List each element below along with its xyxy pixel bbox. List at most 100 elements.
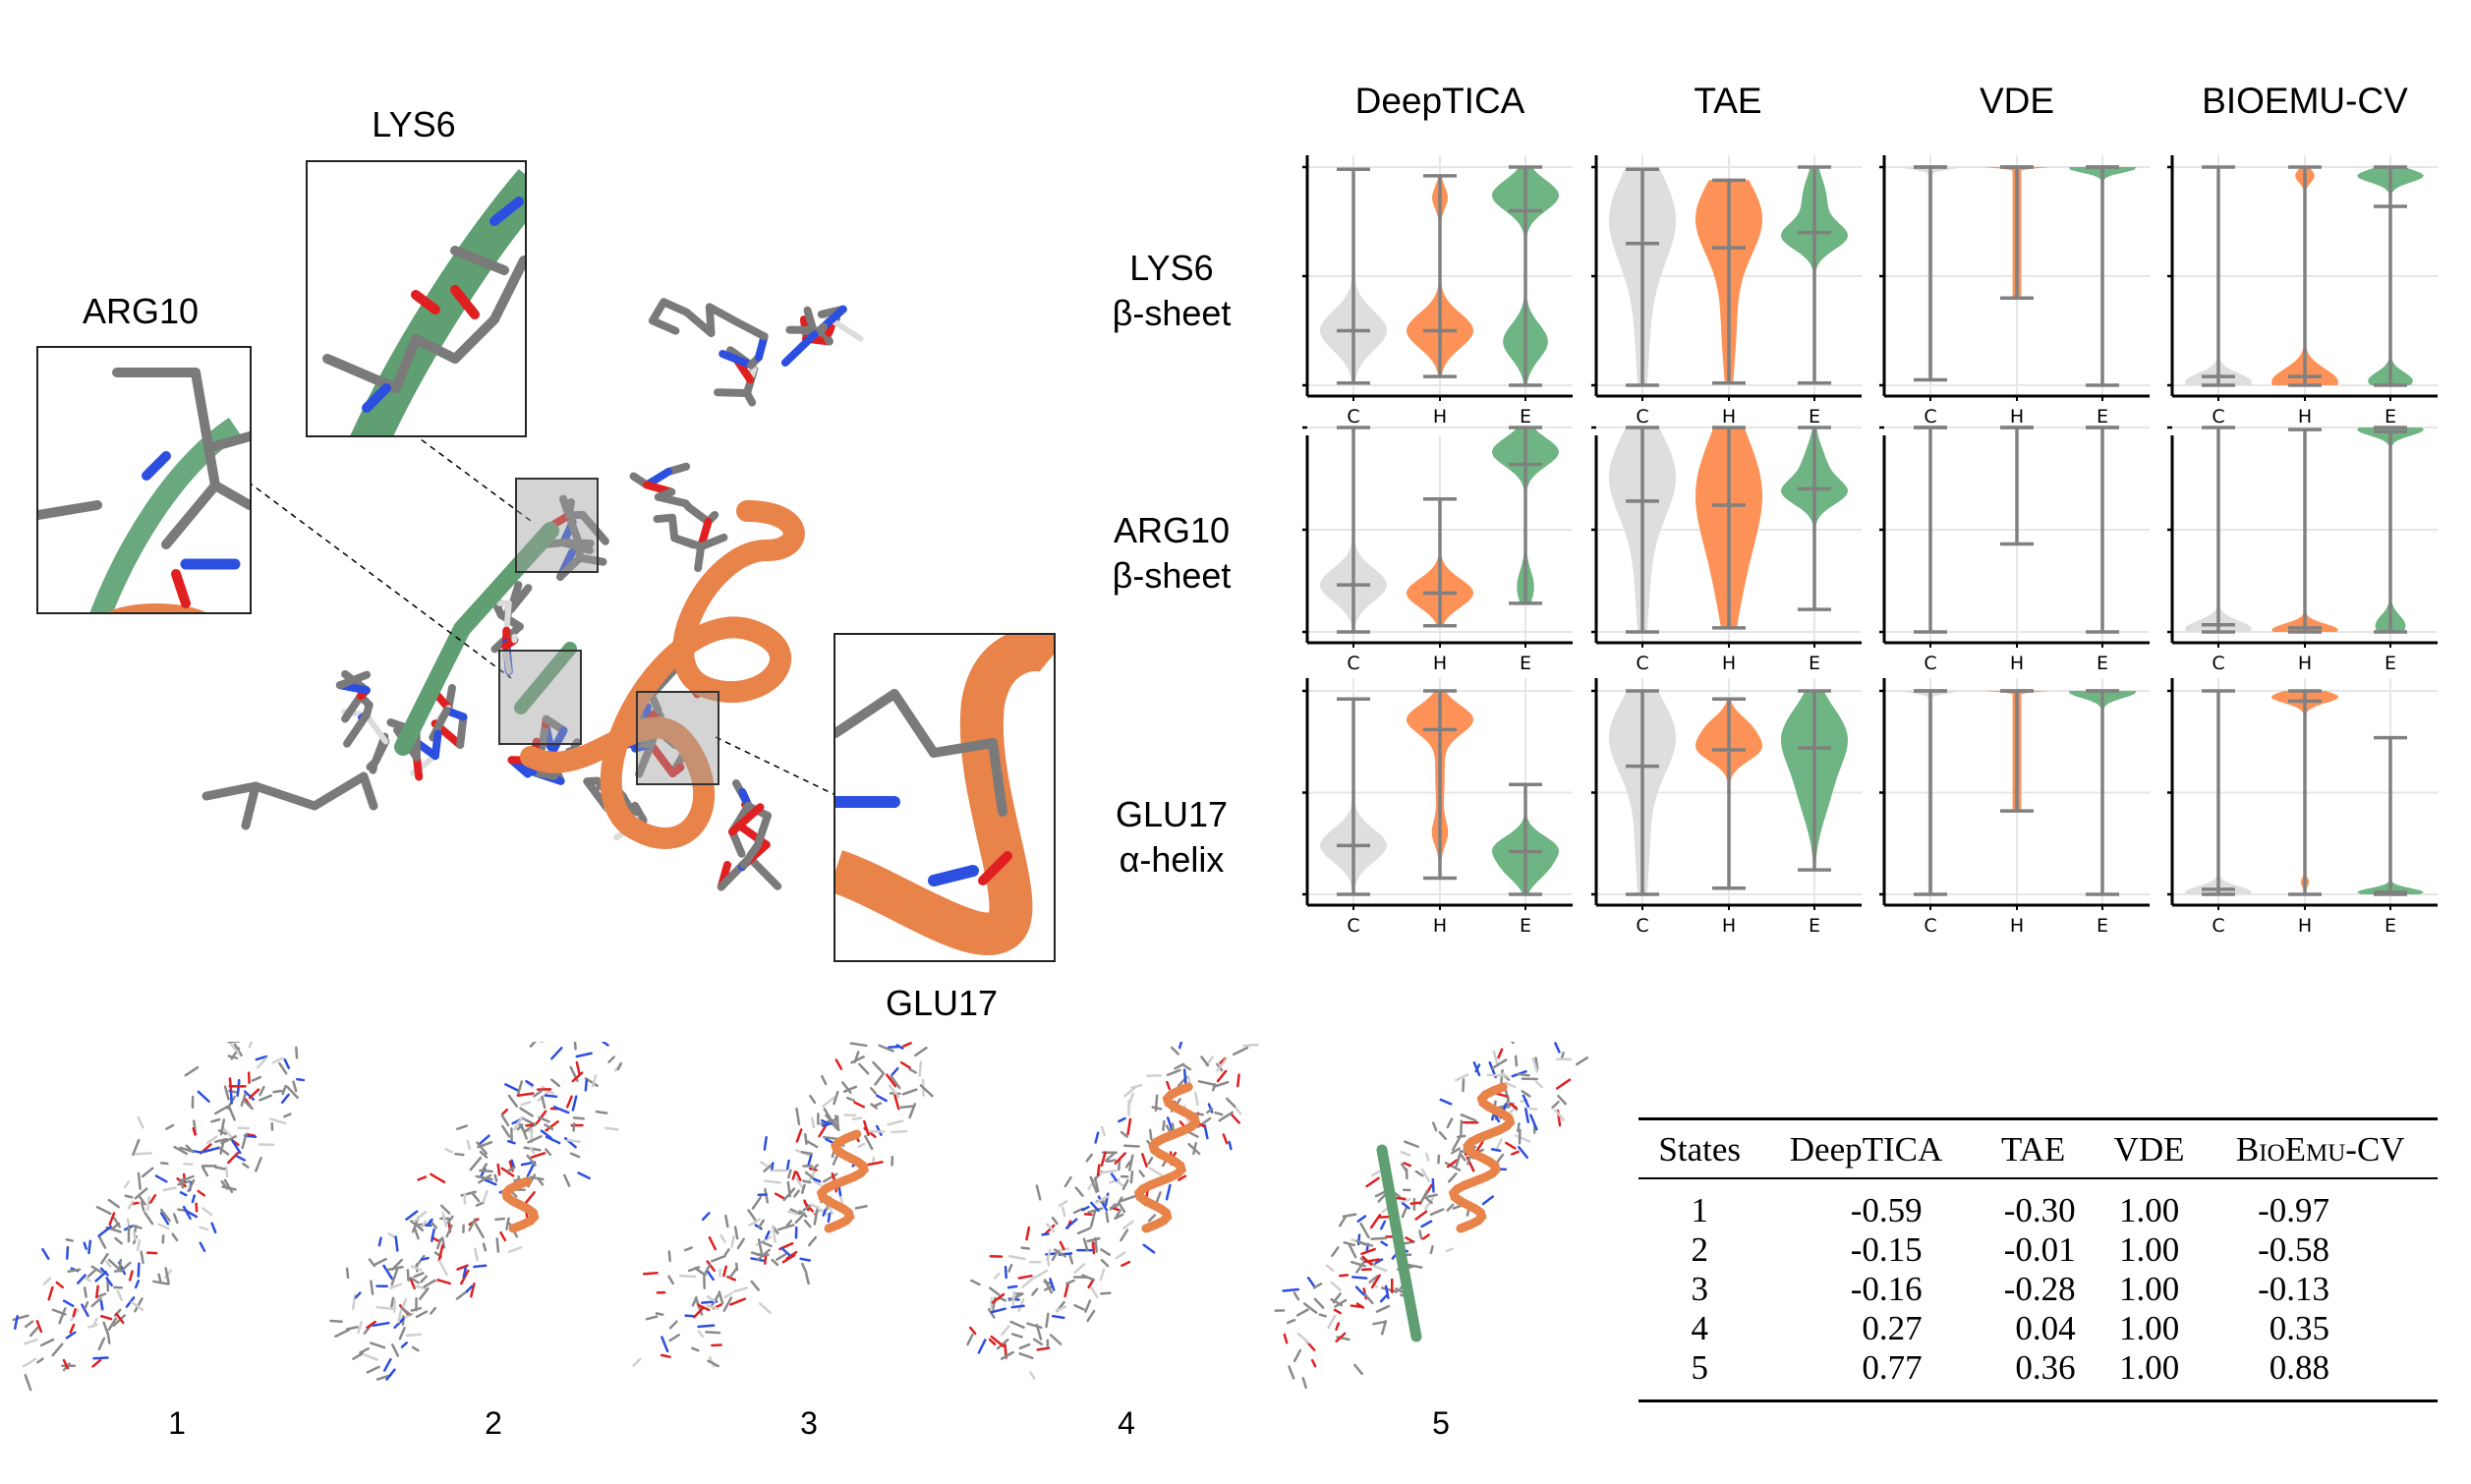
bond [850,1056,865,1064]
bond [283,1058,291,1069]
table-cell: 1.00 [2118,1191,2180,1229]
bond [445,1224,453,1238]
bond [1418,1229,1423,1240]
bond [1049,1334,1063,1345]
bond [90,1297,101,1308]
bond [1100,1291,1112,1295]
bond [100,1252,109,1265]
bond [887,1119,904,1126]
bond [1524,1108,1530,1123]
bond [1011,1290,1015,1306]
bond [667,1250,671,1263]
x-tick-label: E [1809,406,1820,428]
bond [538,1115,550,1123]
bond [1193,1091,1199,1107]
bond [97,1234,107,1249]
x-tick-label: H [2010,406,2024,428]
bond [1117,1158,1121,1171]
bond [584,1078,589,1092]
bond [220,1180,229,1190]
bond [1401,1205,1408,1219]
bond [201,781,260,801]
bond [723,1248,730,1256]
bond [1404,1140,1419,1148]
bond [668,1320,678,1330]
bond [825,1113,837,1128]
bond [731,316,769,341]
bond [908,1067,918,1074]
bond [1333,1308,1342,1315]
bond [1455,1073,1469,1082]
bond [988,1338,997,1346]
bond [1106,1159,1117,1164]
bond [259,1085,265,1097]
bond [757,1219,766,1228]
bond [1010,1304,1025,1309]
bond [1447,1172,1458,1183]
bond [1228,1140,1233,1151]
bond [1514,1055,1519,1067]
bond [1518,1145,1529,1160]
bond [152,1280,170,1285]
bond [248,1088,260,1100]
bond [411,1345,420,1352]
bond [1142,1243,1156,1254]
bond [1497,1048,1504,1059]
bond [1439,1098,1453,1106]
bond [1162,1119,1166,1131]
bond [780,330,819,367]
table-cell: 2 [1691,1230,1708,1269]
bond [1219,1056,1227,1064]
bond [1061,1206,1066,1218]
bond [1170,1046,1180,1056]
highlight-box-arg10 [498,650,582,745]
bond [1141,1153,1148,1168]
bond [527,1135,543,1144]
bond [691,1295,698,1307]
bond [1288,1365,1295,1380]
bond [382,1264,393,1281]
bond [728,1268,738,1279]
bond [137,1262,141,1278]
bond [1059,1240,1065,1251]
bond [772,1225,776,1243]
bond [601,1042,609,1047]
bond [1026,1322,1043,1330]
bond [1206,1108,1214,1114]
bond [1431,1177,1435,1193]
bond [1148,1128,1153,1141]
x-tick-label: C [2212,653,2224,674]
inset-arg10 [36,346,252,614]
bond [213,1166,226,1170]
bond [914,1046,928,1057]
bond [998,1296,1006,1302]
bond [473,1264,488,1269]
bond [550,1047,563,1060]
bond [1020,1246,1031,1250]
bond [67,1268,82,1274]
bond [391,1343,400,1357]
column-title-tae: TAE [1694,81,1762,121]
bond [409,1277,416,1290]
bond [1074,1186,1084,1197]
bond [795,1107,801,1126]
bond [1517,1072,1530,1077]
bond [1025,1226,1031,1241]
bond [251,1075,262,1082]
bond [706,1260,716,1273]
bond [145,1196,151,1212]
bond [128,1270,134,1282]
bond [148,1194,157,1204]
table-cell: -0.13 [2258,1270,2329,1308]
bond [849,1042,868,1048]
bond [799,1257,811,1262]
bond [578,510,609,545]
bond [1043,1279,1054,1294]
x-tick-label: C [1636,406,1648,428]
table-row: 5 0.77 0.36 1.00 0.88 [1638,1348,2438,1401]
bond [220,1135,238,1145]
bond [244,1101,254,1111]
bond [1084,1299,1092,1313]
x-tick-label: H [1722,406,1736,428]
